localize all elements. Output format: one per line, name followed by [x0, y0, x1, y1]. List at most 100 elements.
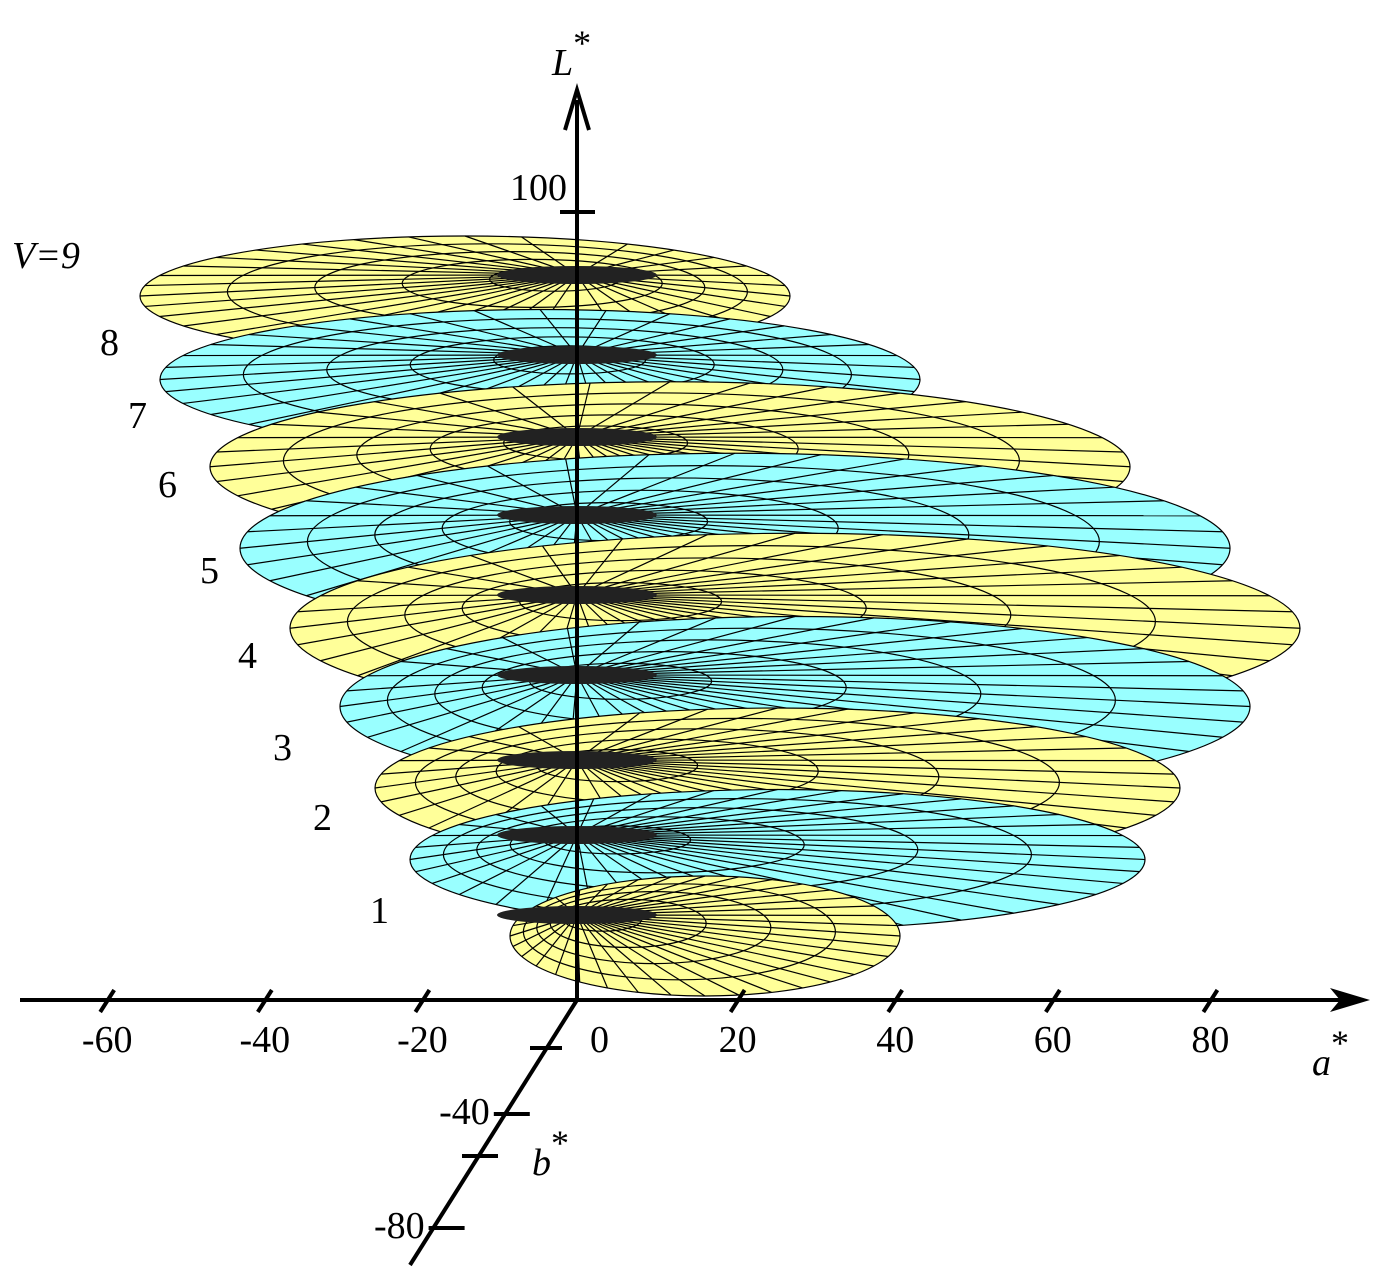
layer-spoke — [576, 712, 916, 761]
level-label: V=9 — [12, 235, 80, 277]
layer-spoke — [576, 458, 905, 516]
a-tick — [98, 988, 116, 1014]
a-tick-label: -60 — [82, 1019, 133, 1061]
layer-spoke — [576, 914, 889, 958]
layer-spoke — [576, 566, 1182, 596]
a-name: a — [1312, 1042, 1331, 1084]
level-label: 3 — [273, 727, 292, 769]
layer-spoke — [576, 834, 1140, 848]
layer-spoke — [576, 914, 609, 989]
layer-spoke — [576, 538, 968, 596]
a-tick-label: 20 — [719, 1019, 757, 1061]
layer-spoke — [576, 759, 1156, 816]
layer-spoke — [576, 465, 983, 516]
a-tick — [728, 988, 747, 1014]
layer-spoke — [367, 674, 578, 738]
layer-spoke — [458, 834, 578, 896]
l-mark: * — [573, 23, 591, 63]
level-label: 6 — [158, 464, 177, 506]
layer-spoke — [576, 718, 979, 761]
level-label: 1 — [370, 890, 389, 932]
layer-spoke — [576, 617, 875, 676]
layer-spoke — [183, 274, 578, 327]
layer-spoke — [576, 914, 874, 967]
layer-spoke — [576, 594, 1301, 629]
layer-spoke — [576, 708, 848, 761]
layer-spoke — [576, 594, 1293, 646]
layer-spoke — [576, 914, 639, 993]
a-tick — [256, 988, 274, 1014]
layer-spoke — [576, 834, 1146, 861]
a-mark: * — [1331, 1023, 1349, 1063]
a-tick — [886, 988, 904, 1014]
level-label: 8 — [100, 322, 119, 364]
layer-spoke — [576, 674, 1244, 692]
layer-spoke — [576, 674, 1251, 708]
layer-spoke — [165, 354, 578, 393]
layer-spoke — [428, 759, 578, 829]
layer-spoke — [576, 514, 1223, 533]
layer-spoke — [576, 554, 1120, 596]
layer-spoke — [576, 914, 772, 993]
layer-spoke — [576, 436, 1103, 439]
layer-spoke — [576, 735, 1086, 761]
layer-spoke — [269, 514, 578, 582]
layer-spoke — [576, 793, 904, 836]
layer-spoke — [576, 381, 671, 438]
layer-spoke — [576, 707, 778, 761]
l-tick-label: 100 — [510, 167, 567, 209]
layer-spoke — [576, 538, 623, 596]
layer-spoke — [576, 532, 796, 596]
layer-spoke — [248, 354, 578, 426]
layer-spoke — [576, 436, 1124, 453]
layer-spoke — [576, 500, 1164, 516]
layer-spoke — [159, 274, 578, 318]
layer-spoke — [495, 834, 578, 905]
layer-spoke — [576, 627, 1023, 676]
b-axis — [408, 998, 579, 1267]
l-arrow — [563, 83, 591, 131]
layer-spoke — [576, 615, 796, 676]
a-tick-label: -40 — [239, 1019, 290, 1061]
a-arrow — [1330, 988, 1370, 1012]
layer-spoke — [576, 813, 1060, 836]
layer-spoke — [576, 759, 1156, 762]
layer-spoke — [576, 454, 650, 516]
b-axis-title: b* — [532, 1123, 569, 1184]
layer-spoke — [576, 621, 951, 676]
l-name: L — [551, 42, 573, 84]
layer-spoke — [576, 914, 803, 989]
layer-spoke — [576, 454, 822, 516]
layer-spoke — [576, 392, 901, 438]
layer-spoke — [247, 514, 578, 566]
a-tick-label: 40 — [876, 1019, 914, 1061]
layer-spoke — [576, 759, 1174, 775]
level-label: 2 — [313, 797, 332, 839]
layer-spoke — [576, 759, 1181, 789]
layer-spoke — [576, 648, 1144, 676]
a-tick-label: 0 — [590, 1019, 609, 1061]
layer-spoke — [144, 274, 578, 308]
layer-spoke — [576, 452, 736, 516]
level-label: 5 — [200, 550, 219, 592]
a-axis-title: a* — [1312, 1023, 1349, 1084]
layer-spoke — [576, 747, 1127, 761]
layer-spoke — [576, 834, 1014, 914]
layer-spoke — [576, 759, 1174, 803]
b-tick-label: -40 — [439, 1091, 490, 1133]
layer-spoke — [576, 594, 1270, 597]
layer-spoke — [576, 514, 1231, 549]
layer-spoke — [576, 834, 1060, 906]
layer-spoke — [216, 436, 578, 483]
layer-spoke — [576, 914, 831, 983]
layer-spoke — [320, 594, 578, 662]
layer-spoke — [576, 805, 1014, 836]
layer-spoke — [576, 423, 1069, 438]
layer-spoke — [576, 674, 1223, 677]
value-layers — [139, 235, 1301, 997]
layer-spoke — [576, 617, 717, 676]
layer-spoke — [576, 798, 962, 836]
layer-spoke — [576, 914, 672, 996]
layer-spoke — [576, 674, 1223, 738]
layer-spoke — [400, 674, 578, 753]
